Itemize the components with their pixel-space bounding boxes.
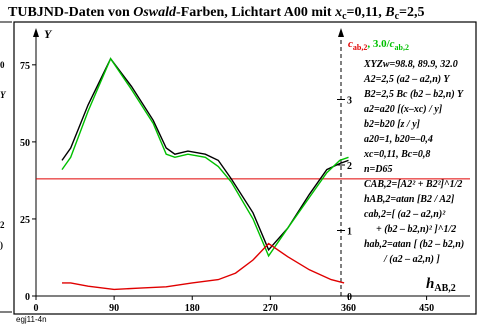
x-tick-label: 90	[109, 303, 119, 314]
annotation-3: a2=a20 [(x–xc) / y]	[364, 104, 443, 115]
annotation-12: hab,2=atan [ (b2 – b2,n)	[364, 239, 464, 250]
left-fragment-4: )	[0, 240, 3, 250]
left-fragment-2: Y	[0, 90, 7, 100]
x-tick-label: 360	[341, 303, 356, 314]
y-tick-label: 50	[20, 138, 30, 149]
right-axis-arrow	[338, 28, 344, 37]
x-ticks: 0 90 180 270 360 450	[34, 296, 434, 314]
left-fragment-1: 0	[0, 60, 5, 70]
x-tick-label: 0	[34, 303, 39, 314]
series-group	[61, 57, 349, 291]
left-fragment-3: 2	[0, 220, 5, 230]
x-tick-label: 180	[185, 303, 200, 314]
annotation-6: xc=0,11, Bc=0,8	[363, 149, 430, 160]
y2-ticks: 0 1 2 3	[337, 96, 352, 303]
annotation-5: a20=1, b20=–0,4	[364, 134, 433, 145]
annotation-11: + (b2 – b2,n)² ]^1/2	[376, 224, 456, 235]
y2-tick-label: 3	[347, 96, 352, 107]
series-line-1	[61, 57, 349, 258]
series-line-0	[61, 57, 349, 252]
annotation-10: cab,2=[ (a2 – a2,n)²	[364, 209, 446, 220]
y-tick-label: 75	[20, 61, 30, 72]
annotation-9: hAB,2=atan [B2 / A2]	[364, 194, 455, 205]
chart-title: TUBJND-Daten von Oswald-Farben, Lichtart…	[8, 5, 425, 22]
y2-tick-label: 1	[347, 227, 352, 238]
y-ticks: 0 25 50 75	[20, 61, 36, 303]
right-axis-label: cab,2, 3.0/cab,2	[348, 38, 409, 52]
x-axis-label: hAB,2	[426, 276, 456, 294]
annotation-8: CAB,2=[A2² + B2²]^1/2	[364, 179, 462, 190]
x-tick-label: 450	[419, 303, 434, 314]
annotation-4: b2=b20 [z / y]	[364, 119, 421, 130]
y-tick-label: 0	[25, 292, 30, 303]
annotation-0: XYZw=98.8, 89.9, 32.0	[363, 59, 458, 70]
y-tick-label: 25	[20, 215, 30, 226]
annotation-7: n=D65	[364, 164, 392, 175]
y2-tick-label: 2	[347, 161, 352, 172]
annotation-2: B2=2,5 Bc (b2 – b2,n) Y	[363, 89, 464, 100]
y2-tick-label: 0	[347, 292, 352, 303]
formula-block: XYZw=98.8, 89.9, 32.0 A2=2,5 (a2 – a2,n)…	[363, 59, 464, 265]
plot-frame	[13, 21, 477, 315]
series-line-2	[62, 242, 345, 291]
annotation-13: / (a2 – a2,n) ]	[383, 254, 441, 265]
y-axis-arrow	[33, 28, 39, 37]
corner-label: egj11-4n	[16, 315, 47, 324]
x-tick-label: 270	[263, 303, 278, 314]
y-axis-label: Y	[44, 27, 53, 41]
annotation-1: A2=2,5 (a2 – a2,n) Y	[363, 74, 450, 85]
